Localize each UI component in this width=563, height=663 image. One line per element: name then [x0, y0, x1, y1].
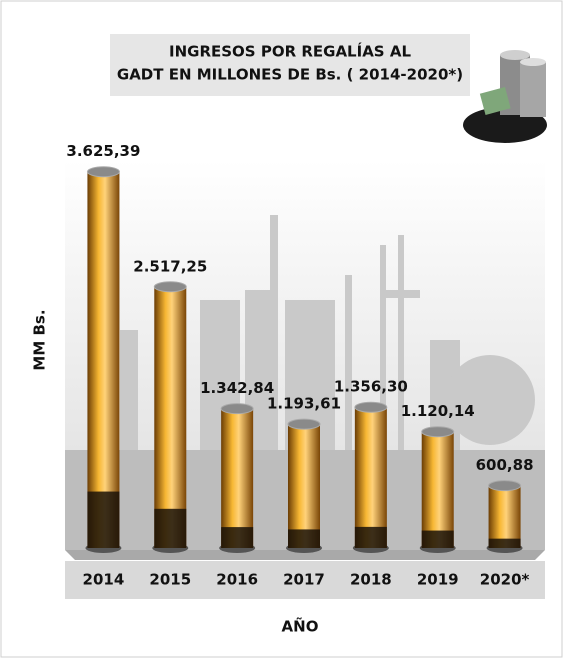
bar-shadow — [488, 538, 521, 548]
bar-top — [488, 480, 522, 492]
x-tick-label: 2015 — [149, 571, 191, 589]
value-label: 3.625,39 — [66, 142, 140, 160]
x-tick-label: 2018 — [350, 571, 392, 589]
floor — [65, 550, 545, 560]
bar-shadow — [154, 508, 187, 548]
bar-top — [354, 401, 388, 413]
bar-body — [488, 485, 521, 548]
bar-body — [221, 408, 254, 548]
y-axis-label: MM Bs. — [31, 309, 49, 370]
bar-top — [421, 426, 455, 438]
value-label: 2.517,25 — [133, 257, 207, 275]
bar-shadow — [87, 491, 120, 548]
category-strip — [65, 561, 545, 599]
chart-title: INGRESOS POR REGALÍAS AL — [169, 42, 411, 61]
bar — [486, 480, 523, 553]
bar-body — [87, 171, 120, 549]
x-tick-label: 2014 — [83, 571, 125, 589]
bar — [152, 281, 189, 553]
bar-body — [421, 431, 454, 548]
bar-shadow — [354, 526, 387, 548]
oil-icon — [463, 50, 547, 143]
x-axis-label: AÑO — [282, 617, 319, 636]
x-tick-label: 2016 — [216, 571, 258, 589]
value-label: 1.356,30 — [334, 378, 408, 396]
bar-shadow — [288, 529, 320, 548]
value-label: 1.120,14 — [401, 402, 475, 420]
bar-top — [287, 418, 321, 430]
title-box — [110, 34, 470, 96]
bar-shadow — [221, 527, 254, 548]
bar — [352, 401, 389, 553]
bar-top — [153, 281, 187, 293]
bar — [419, 426, 456, 553]
bar-shadow — [421, 530, 454, 548]
x-tick-label: 2019 — [417, 571, 459, 589]
value-label: 1.193,61 — [267, 395, 341, 413]
bar — [286, 418, 322, 553]
value-label: 600,88 — [476, 456, 534, 474]
bar — [219, 403, 256, 553]
x-tick-label: 2017 — [283, 571, 325, 589]
bar-body — [154, 286, 187, 548]
bar-body — [288, 424, 320, 548]
bar-top — [86, 166, 120, 178]
value-label: 1.342,84 — [200, 379, 274, 397]
bar-top — [220, 403, 254, 415]
bar — [85, 166, 122, 553]
bar-body — [354, 407, 387, 548]
chart-subtitle: GADT EN MILLONES DE Bs. ( 2014-2020*) — [117, 66, 463, 84]
x-tick-label: 2020* — [480, 571, 530, 589]
